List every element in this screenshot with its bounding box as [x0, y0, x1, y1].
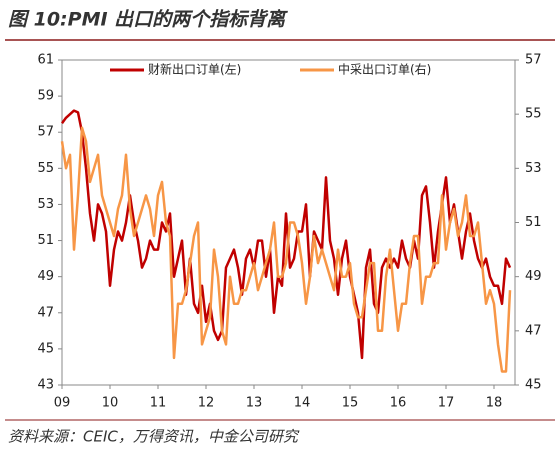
y-tick-label: 49 — [37, 269, 54, 284]
y2-tick-label: 49 — [525, 269, 542, 284]
y-tick-label: 45 — [37, 341, 54, 356]
series-line — [60, 109, 512, 360]
legend-label: 中采出口订单(右) — [338, 62, 431, 77]
x-tick-label: 09 — [54, 396, 71, 411]
y2-tick-label: 55 — [525, 107, 542, 122]
legend-label: 财新出口订单(左) — [148, 62, 241, 77]
source: 资料来源：CEIC，万得资讯，中金公司研究 — [8, 428, 300, 446]
x-tick-label: 14 — [294, 396, 311, 411]
y2-tick-label: 57 — [525, 53, 542, 68]
x-tick-label: 18 — [486, 396, 503, 411]
x-tick-label: 10 — [102, 396, 119, 411]
y2-tick-label: 47 — [525, 323, 542, 338]
series-line — [60, 126, 512, 373]
x-tick-label: 11 — [150, 396, 167, 411]
y-tick-label: 59 — [37, 89, 54, 104]
x-tick-label: 12 — [198, 396, 215, 411]
x-tick-label: 17 — [438, 396, 455, 411]
x-tick-label: 13 — [246, 396, 263, 411]
y-tick-label: 57 — [37, 125, 54, 140]
y-tick-label: 55 — [37, 161, 54, 176]
y-tick-label: 51 — [37, 233, 54, 248]
y2-tick-label: 53 — [525, 161, 542, 176]
y-tick-label: 61 — [37, 53, 54, 68]
y-tick-label: 43 — [37, 378, 54, 393]
y2-tick-label: 45 — [525, 378, 542, 393]
y-tick-label: 53 — [37, 197, 54, 212]
x-tick-label: 15 — [342, 396, 359, 411]
plot-frame — [61, 59, 516, 386]
chart-title: 图 10:PMI 出口的两个指标背离 — [8, 9, 288, 31]
y2-tick-label: 51 — [525, 215, 542, 230]
y-tick-label: 47 — [37, 305, 54, 320]
x-tick-label: 16 — [390, 396, 407, 411]
